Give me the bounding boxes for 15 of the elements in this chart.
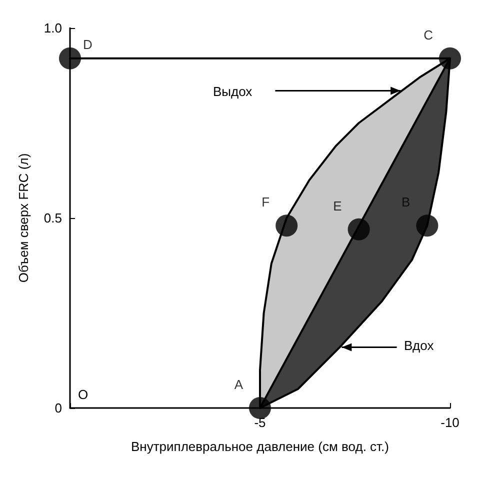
- annotation: E: [333, 198, 342, 214]
- y-tick-label: 0: [54, 400, 62, 416]
- x-tick-label: -5: [254, 415, 266, 430]
- annotation: D: [83, 36, 92, 52]
- annotation: Вдох: [404, 338, 434, 353]
- x-axis-title: Внутриплевральное давление (см вод. ст.): [131, 439, 389, 454]
- y-tick-label: 0.5: [44, 210, 62, 226]
- annotation: Выдох: [213, 84, 253, 99]
- y-tick-label: 1.0: [44, 20, 62, 36]
- x-tick-label: -10: [440, 415, 460, 430]
- annotation: C: [424, 27, 433, 42]
- annotation: A: [234, 377, 244, 392]
- y-axis-title: Объем сверх FRC (л): [16, 153, 31, 283]
- annotation: F: [262, 194, 270, 210]
- annotation: O: [78, 387, 88, 402]
